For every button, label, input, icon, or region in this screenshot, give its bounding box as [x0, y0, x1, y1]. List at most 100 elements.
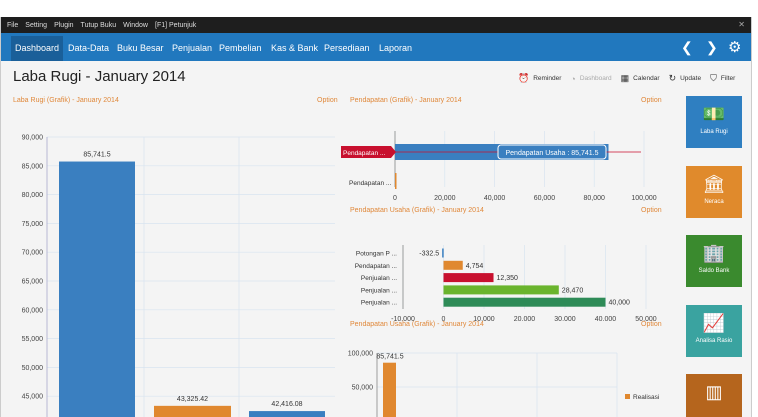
chart-icon: 📈 [702, 313, 726, 333]
refresh-icon: ↻ [668, 73, 677, 83]
update-label: Update [680, 75, 702, 82]
report-icon: ▥ [705, 382, 723, 402]
x-tick-label: 20,000 [434, 195, 456, 201]
bar-value-label: -332.5 [419, 251, 439, 258]
pendapatan-chart: 0 20,000 40,000 60,000 80,000 100,000 Pendapat… [341, 131, 657, 201]
tile-laba-rugi[interactable]: 💵 Laba Rugi [686, 96, 742, 148]
menubar: File Setting Plugin Tutup Buku Window [F… [1, 17, 751, 33]
category-label: Pendapatan ... [343, 150, 385, 157]
nav-dashboard[interactable]: Dashboard [11, 36, 64, 61]
x-tick-label: 0 [442, 316, 446, 321]
bar [383, 362, 396, 417]
reminder-button[interactable]: ⏰ Reminder [518, 73, 561, 84]
bank-icon: 🏛 [702, 174, 726, 194]
filter-label: Filter [720, 75, 736, 82]
laba-rugi-panel-title: Laba Rugi (Grafik) - January 2014 [13, 97, 119, 104]
calendar-label: Calendar [633, 75, 660, 82]
laba-rugi-chart: 90,000 85,000 80,000 75,000 70,000 65,000 60,0… [22, 135, 335, 417]
category-label: Penjualan ... [361, 287, 397, 294]
bar-value-label: 43,325.42 [177, 396, 208, 403]
pendapatan-option-link[interactable]: Option [641, 97, 662, 104]
tooltip-text: Pendapatan Usaha : 85,741.5 [505, 150, 598, 157]
menu-setting[interactable]: Setting [25, 21, 48, 29]
bar-value-label: 85,741.5 [376, 354, 403, 361]
bar-value-label: 28,470 [562, 287, 584, 294]
chevron-right-icon[interactable]: ❯ [706, 39, 718, 55]
menu-help[interactable]: [F1] Petunjuk [155, 21, 197, 29]
pendapatan-usaha-panel-title: Pendapatan Usaha (Grafik) - January 2014 [350, 207, 484, 214]
nav-pembelian[interactable]: Pembelian [219, 43, 262, 53]
filter-button[interactable]: ⛉ Filter [710, 73, 735, 84]
tile-neraca[interactable]: 🏛 Neraca [686, 166, 742, 218]
x-tick-label: 50,000 [635, 316, 657, 321]
bar [395, 173, 397, 189]
gear-icon[interactable]: ⚙ [728, 39, 742, 56]
tile-report[interactable]: ▥ [686, 374, 742, 417]
dashboard-button[interactable]: ◔ Dashboard [570, 74, 611, 84]
x-tick-label: 20,000 [514, 316, 536, 321]
y-tick-label: 50,000 [22, 365, 44, 372]
menu-file[interactable]: File [7, 21, 19, 29]
bar [443, 260, 463, 270]
x-tick-label: -10,000 [391, 316, 415, 321]
bar [154, 405, 231, 417]
calendar-button[interactable]: ▦ Calendar [621, 73, 660, 84]
bar [59, 161, 135, 417]
y-tick-label: 75,000 [22, 221, 44, 228]
bar-value-label: 4,754 [466, 263, 484, 270]
category-label: Penjualan ... [361, 300, 397, 307]
nav-data-data[interactable]: Data-Data [68, 43, 110, 53]
bar [443, 273, 494, 283]
y-tick-label: 65,000 [22, 279, 44, 286]
close-icon[interactable]: ✕ [738, 20, 745, 29]
nav-kas-bank[interactable]: Kas & Bank [271, 43, 319, 53]
y-tick-label: 45,000 [22, 394, 44, 401]
category-highlight [341, 146, 391, 158]
pendapatan-usaha2-panel-title: Pendapatan Usaha (Grafik) - January 2014 [350, 321, 484, 328]
x-tick-label: 40,000 [595, 316, 617, 321]
x-tick-label: 10,000 [473, 316, 495, 321]
alarm-icon: ⏰ [518, 73, 530, 83]
category-label: Penjualan ... [361, 275, 397, 282]
y-tick-label: 55,000 [22, 336, 44, 343]
tile-laba-rugi-label: Laba Rugi [700, 129, 728, 135]
nav-penjualan[interactable]: Penjualan [172, 43, 213, 53]
legend-label: Realisasi [633, 394, 659, 401]
page-title: Laba Rugi - January 2014 [13, 68, 186, 85]
bar-value-label: 12,350 [497, 275, 519, 282]
pendapatan-panel-title: Pendapatan (Grafik) - January 2014 [350, 97, 462, 104]
bar [443, 285, 559, 295]
x-tick-label: 40,000 [484, 195, 506, 201]
pendapatan-usaha2-chart: 100,000 50,000 85,741.5 Realisasi [348, 351, 659, 417]
dashboard-label: Dashboard [579, 75, 612, 82]
y-tick-label: 80,000 [22, 192, 44, 199]
legend-swatch [625, 394, 630, 399]
menu-plugin[interactable]: Plugin [54, 21, 74, 29]
y-tick-label: 90,000 [22, 135, 44, 142]
navbar: Dashboard Data-Data Buku Besar Penjualan… [1, 33, 751, 61]
x-tick-label: 100,000 [631, 195, 656, 201]
dashboard-toolbar: ⏰ Reminder ◔ Dashboard ▦ Calendar ↻ Upda… [509, 73, 735, 84]
bar-value-label: 40,000 [609, 300, 631, 307]
menu-tutup-buku[interactable]: Tutup Buku [80, 21, 117, 29]
x-tick-label: 0 [393, 195, 397, 201]
tile-analisa-rasio-label: Analisa Rasio [695, 338, 733, 344]
category-label: Pendapatan ... [355, 263, 397, 270]
pendapatan-usaha2-option-link[interactable]: Option [641, 321, 662, 328]
laba-rugi-option-link[interactable]: Option [317, 97, 338, 104]
menu-window[interactable]: Window [123, 21, 148, 29]
nav-buku-besar[interactable]: Buku Besar [117, 43, 164, 53]
pendapatan-usaha-option-link[interactable]: Option [641, 207, 662, 214]
update-button[interactable]: ↻ Update [669, 73, 702, 84]
chevron-left-icon[interactable]: ❮ [681, 39, 693, 55]
calendar-icon: ▦ [620, 73, 630, 83]
category-label: Potongan P ... [356, 251, 397, 258]
tile-analisa-rasio[interactable]: 📈 Analisa Rasio [686, 305, 742, 357]
tile-saldo-bank[interactable]: 🏢 Saldo Bank [686, 235, 742, 287]
nav-laporan[interactable]: Laporan [379, 43, 413, 53]
window-shadow [0, 0, 758, 17]
nav-persediaan[interactable]: Persediaan [324, 43, 370, 53]
dashboard-icon: ◔ [570, 73, 576, 84]
x-tick-label: 80,000 [583, 195, 605, 201]
money-icon: 💵 [702, 104, 726, 124]
